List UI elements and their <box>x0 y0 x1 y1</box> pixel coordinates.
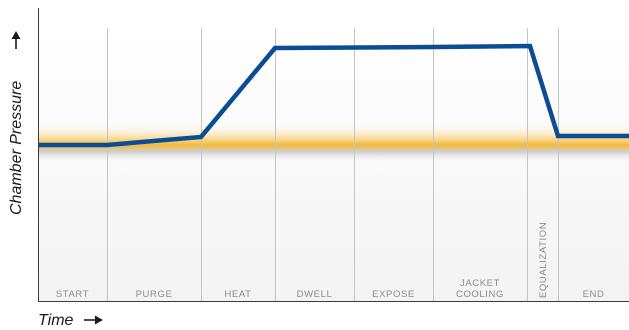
phase-label-dwell: DWELL <box>297 289 333 300</box>
phase-region-equalization <box>527 28 558 301</box>
phase-region-heat <box>201 28 275 301</box>
x-axis-label: Time <box>38 312 74 329</box>
phase-region-start <box>38 28 107 301</box>
pressure-curve <box>38 43 629 148</box>
phase-label-purge: PURGE <box>136 289 173 300</box>
phase-dividers <box>107 28 559 301</box>
phase-region-expose <box>354 28 433 301</box>
phase-label-jacket-cooling: JACKET COOLING <box>456 278 504 300</box>
y-axis-label-group: Chamber Pressure <box>8 31 25 215</box>
phase-region-jacket-cooling <box>433 28 527 301</box>
x-axis-arrow-icon <box>84 315 103 325</box>
y-axis-arrow-icon <box>11 31 21 49</box>
phase-region-dwell <box>275 28 354 301</box>
phase-label-end: END <box>583 289 605 300</box>
phase-label-expose: EXPOSE <box>372 289 415 300</box>
phase-region-end <box>558 28 629 301</box>
phase-background-shading <box>38 28 629 301</box>
phase-label-equalization: EQUALIZATION <box>538 222 549 298</box>
x-axis-label-group: Time <box>38 312 103 329</box>
phase-labels: START PURGE HEAT DWELL EXPOSE JACKET COOLING EQ… <box>56 222 605 300</box>
phase-label-heat: HEAT <box>224 289 251 300</box>
phase-label-start: START <box>56 289 89 300</box>
phase-region-purge <box>107 28 201 301</box>
y-axis-label: Chamber Pressure <box>8 81 25 215</box>
